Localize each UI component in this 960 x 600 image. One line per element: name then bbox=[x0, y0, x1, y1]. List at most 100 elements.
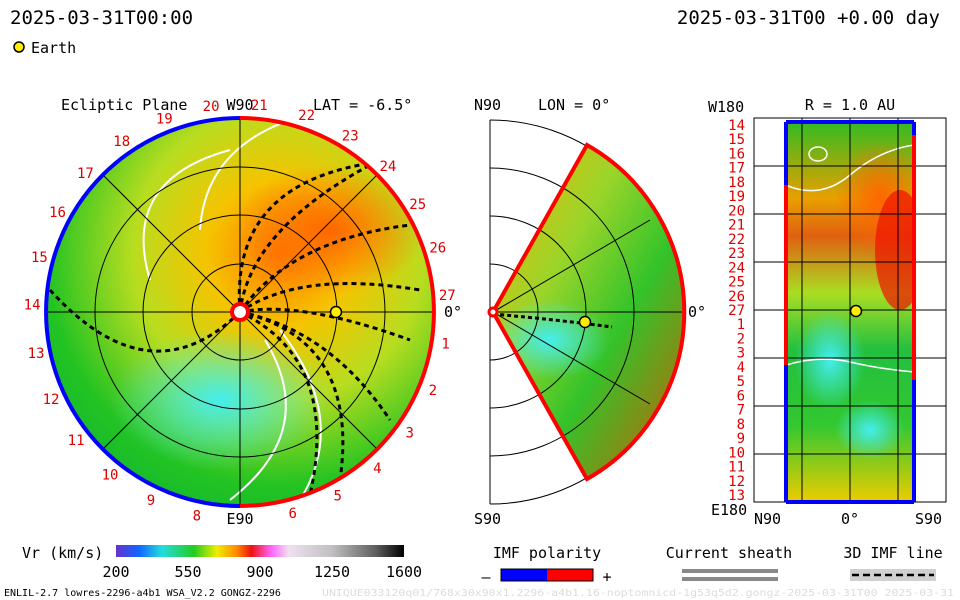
ecliptic-tick-label: 4 bbox=[373, 461, 381, 477]
colorbar-tick-label: 900 bbox=[246, 563, 273, 581]
map-y-tick-label: 19 bbox=[728, 189, 745, 205]
map-earth-marker bbox=[849, 304, 863, 318]
imf-polarity-negative-swatch bbox=[501, 569, 547, 581]
imf-polarity-minus: – bbox=[481, 568, 491, 586]
map-y-tick-label: 20 bbox=[728, 203, 745, 219]
ecliptic-tick-label: 15 bbox=[31, 250, 48, 266]
ecliptic-tick-label: 2 bbox=[429, 383, 437, 399]
map-y-tick-label: 13 bbox=[728, 488, 745, 504]
colorbar-legend: Vr (km/s) 200 550 900 1250 1600 bbox=[22, 544, 422, 581]
ecliptic-tick-label: 5 bbox=[333, 489, 341, 505]
ecliptic-tick-label: 3 bbox=[405, 425, 413, 441]
ecliptic-tick-label: 16 bbox=[49, 205, 66, 221]
map-y-tick-label: 21 bbox=[728, 218, 745, 234]
map-y-tick-label: 17 bbox=[728, 161, 745, 177]
surface-map-panel: W180 R = 1.0 AU E180 N90 0° S90 bbox=[708, 96, 947, 528]
ecliptic-subtitle: LAT = -6.5° bbox=[313, 96, 412, 114]
imf-line-title: 3D IMF line bbox=[843, 544, 942, 562]
map-y-tick-label: 26 bbox=[728, 289, 745, 305]
ecliptic-tick-label: 26 bbox=[429, 241, 446, 257]
ecliptic-tick-label: 25 bbox=[409, 197, 426, 213]
map-y-tick-label: 7 bbox=[737, 403, 745, 419]
colorbar-label: Vr (km/s) bbox=[22, 544, 103, 562]
imf-polarity-legend: IMF polarity – + bbox=[481, 544, 611, 586]
ecliptic-tick-label: 14 bbox=[24, 298, 41, 314]
ecliptic-earth-marker bbox=[329, 305, 343, 319]
map-x-label-s90: S90 bbox=[915, 510, 942, 528]
imf-polarity-title: IMF polarity bbox=[493, 544, 601, 562]
map-y-tick-label: 4 bbox=[737, 360, 745, 376]
earth-legend-label: Earth bbox=[31, 39, 76, 57]
header-date-left: 2025-03-31T00:00 bbox=[10, 7, 193, 29]
imf-line-legend: 3D IMF line bbox=[843, 544, 943, 581]
map-y-tick-label: 27 bbox=[728, 303, 745, 319]
ecliptic-tick-label: 13 bbox=[28, 346, 45, 362]
map-y-tick-label: 5 bbox=[737, 374, 745, 390]
ecliptic-right-label: 0° bbox=[444, 303, 462, 321]
map-y-tick-label: 6 bbox=[737, 388, 745, 404]
sun-marker bbox=[230, 302, 250, 322]
meridional-earth-marker bbox=[578, 315, 592, 329]
map-y-tick-label: 14 bbox=[728, 118, 745, 134]
current-sheath-title: Current sheath bbox=[666, 544, 792, 562]
ecliptic-tick-label: 22 bbox=[298, 108, 315, 124]
ecliptic-tick-label: 27 bbox=[439, 288, 456, 304]
meridional-subtitle: LON = 0° bbox=[538, 96, 610, 114]
ecliptic-tick-label: 19 bbox=[156, 111, 173, 127]
ecliptic-tick-label: 21 bbox=[251, 98, 268, 114]
map-y-tick-label: 25 bbox=[728, 275, 745, 291]
imf-polarity-plus: + bbox=[602, 568, 611, 586]
map-y-tick-label: 18 bbox=[728, 175, 745, 191]
ecliptic-tick-label: 10 bbox=[102, 467, 119, 483]
map-y-tick-label: 2 bbox=[737, 332, 745, 348]
ecliptic-tick-label: 12 bbox=[43, 392, 60, 408]
colorbar bbox=[116, 545, 404, 557]
map-subtitle: R = 1.0 AU bbox=[805, 96, 895, 114]
map-y-tick-label: 16 bbox=[728, 147, 745, 163]
map-top-label: W180 bbox=[708, 98, 744, 116]
map-y-tick-label: 24 bbox=[728, 260, 745, 276]
map-x-label-0: 0° bbox=[841, 510, 859, 528]
header-date-right: 2025-03-31T00 +0.00 day bbox=[677, 7, 940, 29]
ecliptic-tick-label: 23 bbox=[342, 129, 359, 145]
map-y-tick-label: 1 bbox=[737, 317, 745, 333]
colorbar-tick-label: 1250 bbox=[314, 563, 350, 581]
meridional-bottom-label: S90 bbox=[474, 510, 501, 528]
map-y-tick-label: 9 bbox=[737, 431, 745, 447]
earth-legend-icon bbox=[13, 41, 25, 53]
map-y-tick-label: 15 bbox=[728, 132, 745, 148]
map-y-tick-label: 8 bbox=[737, 417, 745, 433]
footer-model-info: ENLIL-2.7 lowres-2296-a4b1 WSA_V2.2 GONG… bbox=[4, 588, 281, 599]
ecliptic-tick-label: 11 bbox=[68, 433, 85, 449]
colorbar-tick-label: 550 bbox=[174, 563, 201, 581]
ecliptic-bottom-label: E90 bbox=[226, 510, 253, 528]
ecliptic-tick-label: 9 bbox=[147, 493, 155, 509]
colorbar-tick-label: 200 bbox=[102, 563, 129, 581]
meridional-top-label: N90 bbox=[474, 96, 501, 114]
map-y-tick-label: 10 bbox=[728, 445, 745, 461]
meridional-right-label: 0° bbox=[688, 303, 706, 321]
ecliptic-top-label: W90 bbox=[226, 96, 253, 114]
ecliptic-tick-label: 6 bbox=[288, 506, 296, 522]
ecliptic-tick-label: 24 bbox=[379, 159, 396, 175]
ecliptic-tick-label: 18 bbox=[113, 134, 130, 150]
ecliptic-tick-label: 1 bbox=[441, 336, 449, 352]
map-y-tick-label: 11 bbox=[728, 460, 745, 476]
ecliptic-panel: Ecliptic Plane LAT = -6.5° W90 E90 0° bbox=[24, 96, 462, 528]
ecliptic-tick-label: 8 bbox=[193, 509, 201, 525]
ecliptic-tick-label: 20 bbox=[203, 99, 220, 115]
colorbar-tick-label: 1600 bbox=[386, 563, 422, 581]
map-y-tick-label: 23 bbox=[728, 246, 745, 262]
map-y-tick-label: 3 bbox=[737, 346, 745, 362]
map-y-tick-label: 12 bbox=[728, 474, 745, 490]
map-y-tick-label: 22 bbox=[728, 232, 745, 248]
footer-run-id: UNIQUE033120q01/768x30x90x1.2296-a4b1.16… bbox=[322, 588, 954, 599]
map-x-label-n90: N90 bbox=[754, 510, 781, 528]
ecliptic-tick-label: 17 bbox=[77, 166, 94, 182]
current-sheath-legend: Current sheath bbox=[666, 544, 792, 581]
ecliptic-title: Ecliptic Plane bbox=[61, 96, 187, 114]
current-sheath-swatch bbox=[682, 569, 778, 573]
imf-polarity-positive-swatch bbox=[547, 569, 593, 581]
map-bottom-label: E180 bbox=[711, 501, 747, 519]
